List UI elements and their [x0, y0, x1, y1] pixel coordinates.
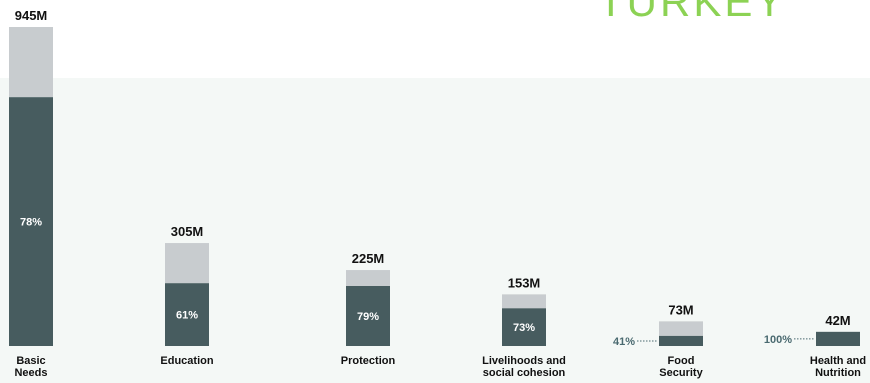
- bar-funded-segment: [165, 283, 209, 346]
- bar-percent-label: 78%: [20, 217, 42, 229]
- bar-percent-label: 41%: [613, 336, 635, 348]
- bar-percent-label: 61%: [176, 310, 198, 322]
- bar-funded-segment: [346, 285, 390, 346]
- bar-remaining-segment: [346, 270, 390, 286]
- category-label: Protection: [341, 355, 396, 367]
- bar-percent-label: 73%: [513, 322, 535, 334]
- bar-funded-segment: [502, 308, 546, 346]
- category-label: Basic: [16, 355, 45, 367]
- category-label: Food: [668, 355, 695, 367]
- bar-value-label: 42M: [825, 313, 850, 328]
- bar-value-label: 305M: [171, 224, 204, 239]
- category-label: Health and: [810, 355, 866, 367]
- bar-value-label: 225M: [352, 251, 385, 266]
- bar-funded-segment: [9, 97, 53, 347]
- bar-remaining-segment: [502, 294, 546, 309]
- chart-panel-background: [0, 78, 870, 383]
- category-label: social cohesion: [483, 367, 566, 379]
- category-label: Security: [659, 367, 703, 379]
- bar-percent-label: 100%: [764, 334, 792, 346]
- bar-remaining-segment: [9, 27, 53, 98]
- bar-value-label: 945M: [15, 8, 48, 23]
- bar-remaining-segment: [659, 321, 703, 336]
- category-label: Nutrition: [815, 367, 861, 379]
- bar-value-label: 73M: [668, 302, 693, 317]
- bar-funded-segment: [659, 335, 703, 346]
- bar-percent-label: 79%: [357, 311, 379, 323]
- category-label: Livelihoods and: [482, 355, 566, 367]
- country-title: TURKEY: [598, 0, 787, 25]
- category-label: Needs: [14, 367, 47, 379]
- bar-value-label: 153M: [508, 275, 541, 290]
- category-label: Education: [160, 355, 213, 367]
- bar-remaining-segment: [165, 243, 209, 284]
- bar-funded-segment: [816, 331, 860, 346]
